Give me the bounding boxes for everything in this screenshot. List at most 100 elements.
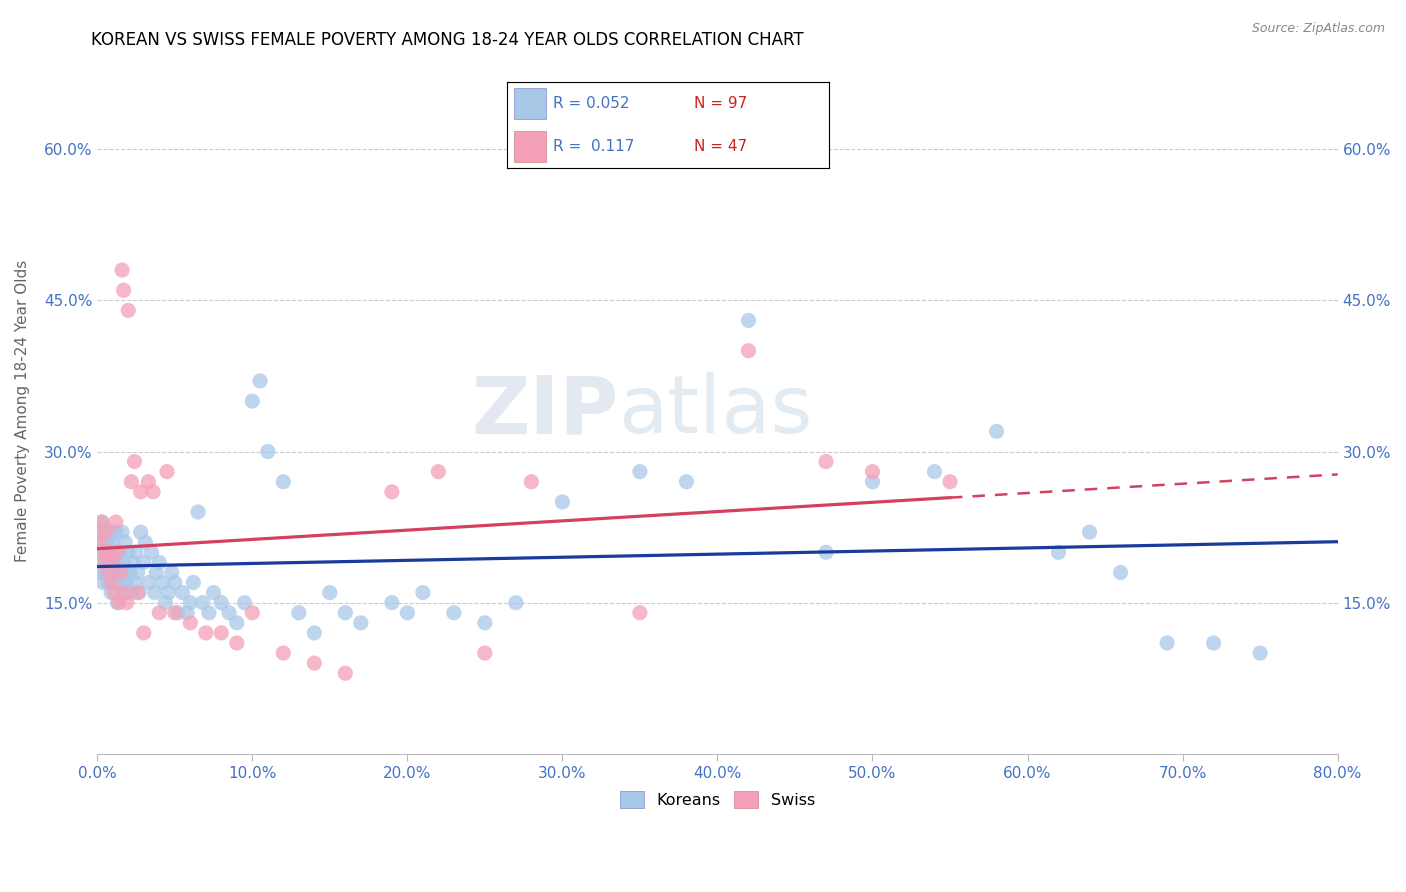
Point bbox=[93, 545, 115, 559]
Point bbox=[125, 545, 148, 559]
Point bbox=[225, 636, 247, 650]
Point bbox=[1047, 545, 1070, 559]
Point bbox=[157, 585, 180, 599]
Point bbox=[288, 606, 311, 620]
Point bbox=[350, 615, 373, 630]
Point bbox=[89, 545, 111, 559]
Point bbox=[96, 525, 118, 540]
Point bbox=[474, 646, 496, 660]
Point bbox=[814, 545, 837, 559]
Point bbox=[114, 535, 136, 549]
Point bbox=[96, 525, 118, 540]
Point bbox=[132, 555, 155, 569]
Point bbox=[132, 626, 155, 640]
Point bbox=[335, 606, 357, 620]
Point bbox=[249, 374, 271, 388]
Point bbox=[172, 585, 194, 599]
Point bbox=[381, 484, 404, 499]
Point bbox=[114, 585, 136, 599]
Point bbox=[271, 646, 294, 660]
Text: Source: ZipAtlas.com: Source: ZipAtlas.com bbox=[1251, 22, 1385, 36]
Point bbox=[127, 585, 149, 599]
Point bbox=[90, 555, 112, 569]
Point bbox=[551, 495, 574, 509]
Point bbox=[112, 283, 135, 297]
Point bbox=[128, 585, 150, 599]
Point bbox=[1249, 646, 1271, 660]
Point bbox=[202, 585, 225, 599]
Point bbox=[319, 585, 342, 599]
Point bbox=[141, 545, 163, 559]
Point bbox=[148, 555, 170, 569]
Point bbox=[209, 596, 232, 610]
Point bbox=[93, 535, 115, 549]
Point bbox=[155, 596, 177, 610]
Point bbox=[176, 606, 198, 620]
Point bbox=[1202, 636, 1225, 650]
Point bbox=[97, 575, 120, 590]
Point bbox=[98, 566, 121, 580]
Point bbox=[118, 566, 141, 580]
Point bbox=[115, 575, 138, 590]
Point bbox=[108, 566, 131, 580]
Point bbox=[737, 343, 759, 358]
Point bbox=[187, 505, 209, 519]
Point bbox=[94, 545, 117, 559]
Point bbox=[97, 535, 120, 549]
Point bbox=[96, 555, 118, 569]
Point bbox=[98, 545, 121, 559]
Point bbox=[675, 475, 697, 489]
Point bbox=[474, 615, 496, 630]
Point bbox=[628, 606, 651, 620]
Point bbox=[335, 666, 357, 681]
Point bbox=[90, 515, 112, 529]
Point bbox=[104, 525, 127, 540]
Text: atlas: atlas bbox=[619, 372, 813, 450]
Point bbox=[94, 555, 117, 569]
Point bbox=[163, 606, 186, 620]
Point bbox=[112, 555, 135, 569]
Point bbox=[183, 575, 205, 590]
Point bbox=[100, 575, 122, 590]
Point bbox=[120, 475, 142, 489]
Point bbox=[143, 585, 166, 599]
Point bbox=[191, 596, 214, 610]
Point bbox=[381, 596, 404, 610]
Point bbox=[94, 566, 117, 580]
Point bbox=[412, 585, 434, 599]
Point bbox=[628, 465, 651, 479]
Point bbox=[100, 585, 122, 599]
Point bbox=[110, 545, 132, 559]
Point bbox=[114, 566, 136, 580]
Legend: Koreans, Swiss: Koreans, Swiss bbox=[614, 785, 821, 814]
Point bbox=[150, 575, 173, 590]
Point bbox=[218, 606, 240, 620]
Point bbox=[101, 535, 124, 549]
Point bbox=[163, 575, 186, 590]
Point bbox=[304, 656, 326, 670]
Point bbox=[107, 596, 129, 610]
Point bbox=[103, 545, 125, 559]
Point bbox=[120, 585, 142, 599]
Point bbox=[1078, 525, 1101, 540]
Point bbox=[101, 555, 124, 569]
Point bbox=[93, 575, 115, 590]
Point bbox=[111, 263, 134, 277]
Point bbox=[256, 444, 278, 458]
Point bbox=[100, 525, 122, 540]
Point bbox=[160, 566, 183, 580]
Point bbox=[108, 596, 131, 610]
Point bbox=[986, 425, 1008, 439]
Point bbox=[87, 525, 110, 540]
Point bbox=[304, 626, 326, 640]
Point bbox=[124, 454, 146, 468]
Point bbox=[117, 545, 139, 559]
Point bbox=[1109, 566, 1132, 580]
Point bbox=[90, 515, 112, 529]
Point bbox=[103, 566, 125, 580]
Point bbox=[156, 465, 179, 479]
Point bbox=[122, 555, 145, 569]
Point bbox=[209, 626, 232, 640]
Point bbox=[271, 475, 294, 489]
Point bbox=[110, 575, 132, 590]
